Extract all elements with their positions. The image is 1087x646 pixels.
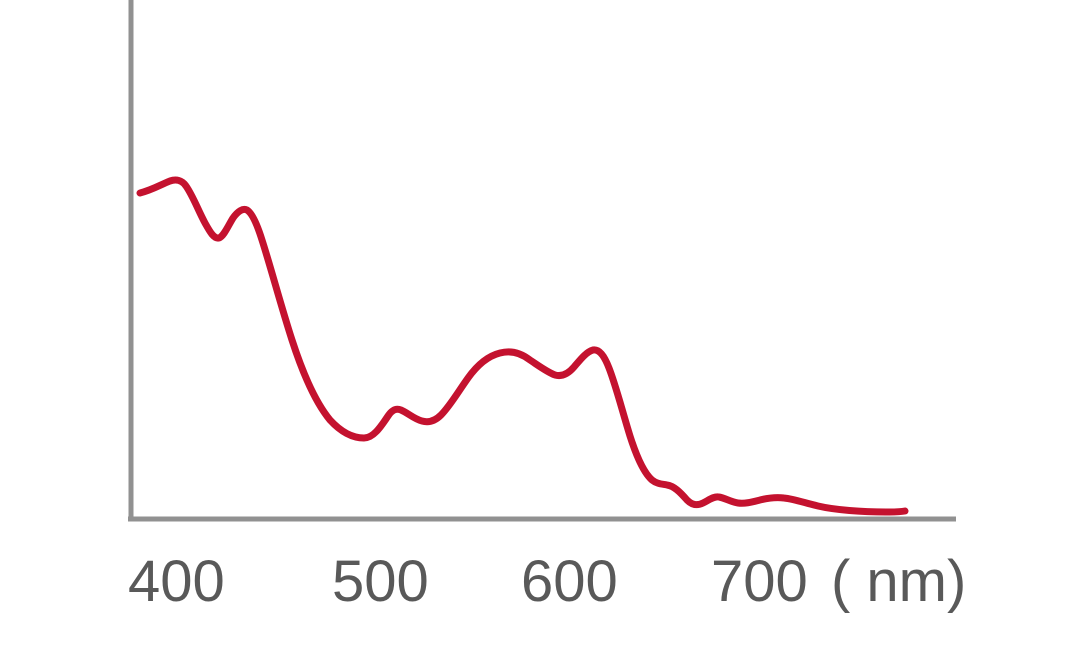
xtick-label-700: 700 [711, 549, 808, 614]
x-axis-unit-label: ( nm) [831, 549, 967, 614]
xtick-label-500: 500 [332, 549, 429, 614]
xtick-label-400: 400 [128, 549, 225, 614]
spectrum-curve [136, 176, 909, 516]
xtick-label-600: 600 [521, 549, 618, 614]
